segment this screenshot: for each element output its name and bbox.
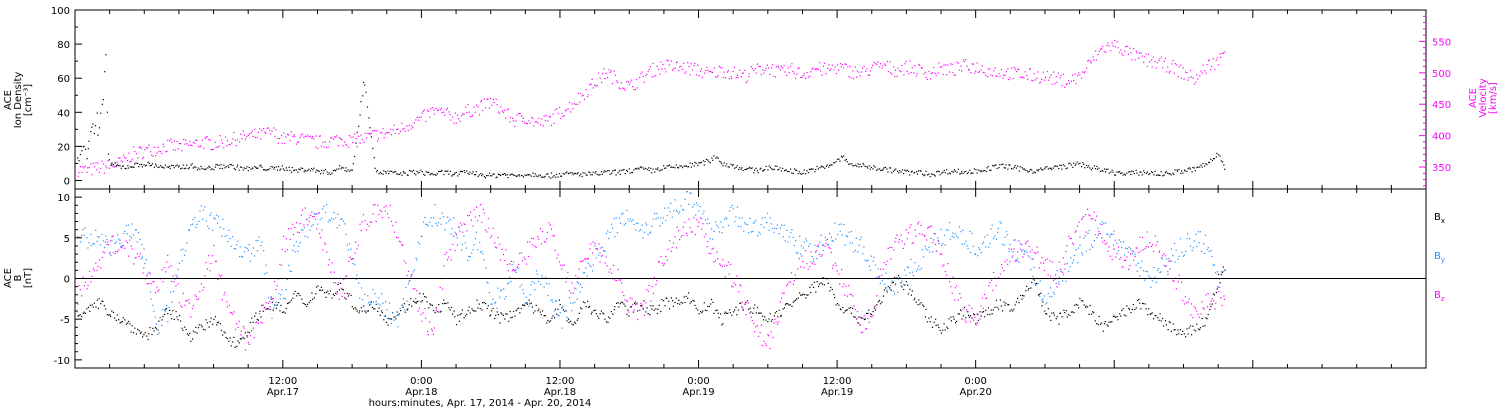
density-tick-label: 20 xyxy=(57,142,70,153)
density-tick-label: 40 xyxy=(57,108,70,119)
b-tick-label: -10 xyxy=(54,356,70,367)
velocity-tick-label: 450 xyxy=(1432,100,1451,111)
x-tick-date: Apr.17 xyxy=(267,387,299,398)
density-axis-title-line: Ion Density xyxy=(13,72,24,129)
density-tick-label: 100 xyxy=(51,6,70,17)
legend-bz: Bz xyxy=(1434,290,1445,303)
x-tick-time: 0:00 xyxy=(964,376,986,387)
velocity-tick-label: 350 xyxy=(1432,163,1451,174)
x-tick-time: 12:00 xyxy=(546,376,575,387)
velocity-axis-title-line: Velocity xyxy=(1478,78,1489,117)
velocity-axis-title-line: [km/s] xyxy=(1488,82,1499,114)
velocity-tick-label: 550 xyxy=(1432,37,1451,48)
x-tick-date: Apr.18 xyxy=(405,387,437,398)
velocity-tick-label: 500 xyxy=(1432,69,1451,80)
bz-points xyxy=(77,204,1226,351)
b-axis-title-line: ACE xyxy=(3,268,14,288)
velocity-tick-label: 400 xyxy=(1432,132,1451,143)
x-axis-title: hours:minutes, Apr. 17, 2014 - Apr. 20, … xyxy=(369,398,592,409)
b-axis-title-line: B xyxy=(13,274,24,281)
legend-by: By xyxy=(1434,251,1445,264)
density-axis-title: ACE Ion Density [cm⁻³] xyxy=(3,72,34,129)
density-tick-label: 80 xyxy=(57,40,70,51)
x-tick-date: Apr.20 xyxy=(960,387,992,398)
x-tick-time: 0:00 xyxy=(687,376,709,387)
x-tick-date: Apr.18 xyxy=(544,387,576,398)
b-axis-title-line: [nT] xyxy=(23,268,34,288)
velocity-points xyxy=(77,39,1226,177)
x-tick-time: 12:00 xyxy=(268,376,297,387)
density-axis-title-line: [cm⁻³] xyxy=(23,84,34,116)
density-axis-title-line: ACE xyxy=(3,90,14,110)
b-tick-label: 5 xyxy=(64,234,70,245)
velocity-axis-title: ACE Velocity [km/s] xyxy=(1468,78,1499,117)
b-tick-label: 10 xyxy=(57,193,70,204)
x-tick-time: 0:00 xyxy=(410,376,432,387)
b-tick-label: 0 xyxy=(64,275,70,286)
legend-bx: Bx xyxy=(1434,212,1445,225)
by-points xyxy=(77,190,1226,335)
b-tick-label: -5 xyxy=(60,315,70,326)
b-axis-title: ACE B [nT] xyxy=(3,268,34,288)
velocity-axis-title-line: ACE xyxy=(1468,88,1479,108)
top-panel-frame xyxy=(74,9,1427,190)
density-tick-label: 0 xyxy=(64,176,70,187)
x-tick-date: Apr.19 xyxy=(682,387,714,398)
x-tick-date: Apr.19 xyxy=(821,387,853,398)
density-points xyxy=(77,54,1226,179)
x-tick-time: 12:00 xyxy=(823,376,852,387)
density-tick-label: 60 xyxy=(57,74,70,85)
